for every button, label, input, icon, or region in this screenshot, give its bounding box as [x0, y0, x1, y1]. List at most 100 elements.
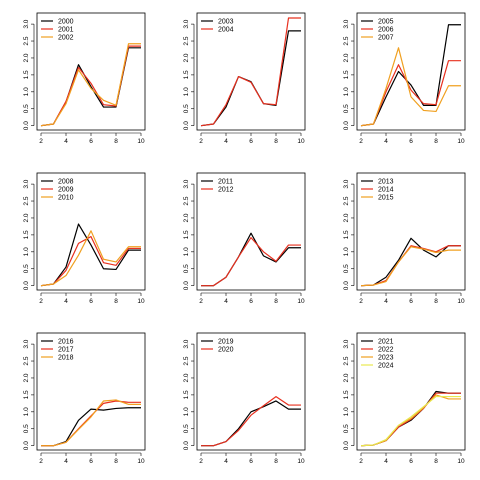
- x-tick-label: 10: [137, 458, 145, 465]
- legend-label-2020: 2020: [218, 346, 234, 353]
- x-axis: 2 4 6 8 10: [359, 452, 465, 465]
- y-tick-label: 0.0: [23, 281, 30, 290]
- y-tick-label: 1.0: [343, 87, 350, 96]
- x-axis: 2 4 6 8 10: [359, 132, 465, 145]
- y-tick-label: 0.5: [343, 104, 350, 113]
- x-tick-label: 2: [199, 298, 203, 305]
- y-tick-label: 2.5: [183, 36, 190, 45]
- y-tick-label: 0.5: [343, 264, 350, 273]
- x-axis: 2 4 6 8 10: [199, 132, 305, 145]
- legend-label-2021: 2021: [378, 338, 394, 345]
- plot-frame: [196, 172, 306, 291]
- y-tick-label: 0.5: [23, 104, 30, 113]
- legend-label-2009: 2009: [58, 186, 74, 193]
- y-axis: 0.0 0.5 1.0 1.5 2.0 2.5 3.0: [183, 19, 195, 130]
- x-tick-label: 10: [137, 138, 145, 145]
- x-tick-label: 2: [359, 138, 363, 145]
- y-tick-label: 1.5: [23, 230, 30, 239]
- x-tick-label: 8: [274, 458, 278, 465]
- y-tick-label: 0.0: [343, 441, 350, 450]
- y-tick-label: 1.5: [23, 70, 30, 79]
- y-tick-label: 0.0: [343, 281, 350, 290]
- x-tick-label: 2: [359, 458, 363, 465]
- plot-frame: [356, 332, 466, 451]
- y-tick-label: 1.0: [183, 407, 190, 416]
- legend-label-2019: 2019: [218, 338, 234, 345]
- legend-label-2004: 2004: [218, 26, 234, 33]
- y-tick-label: 2.0: [183, 53, 190, 62]
- series-line-2010: [40, 230, 141, 287]
- panel-9: 2 4 6 8 100.00.51.01.52.02.53.0 2021202220232…: [343, 332, 466, 465]
- legend-label-2000: 2000: [58, 18, 74, 25]
- y-tick-label: 1.5: [343, 70, 350, 79]
- y-tick-label: 1.0: [23, 87, 30, 96]
- x-tick-label: 6: [409, 458, 413, 465]
- y-tick-label: 2.0: [23, 53, 30, 62]
- y-tick-label: 0.0: [343, 121, 350, 130]
- series-line-2002: [40, 43, 141, 127]
- x-tick-label: 2: [39, 458, 43, 465]
- series-line-2011: [201, 232, 301, 287]
- y-tick-label: 0.5: [23, 424, 30, 433]
- y-axis: 0.0 0.5 1.0 1.5 2.0 2.5 3.0: [23, 19, 35, 130]
- y-tick-label: 0.0: [23, 121, 30, 130]
- x-tick-label: 2: [199, 138, 203, 145]
- series-line-2018: [41, 399, 141, 447]
- y-tick-label: 2.5: [343, 36, 350, 45]
- y-tick-label: 1.0: [183, 247, 190, 256]
- legend-label-2015: 2015: [378, 194, 394, 201]
- y-axis: 0.0 0.5 1.0 1.5 2.0 2.5 3.0: [343, 339, 355, 450]
- legend-label-2007: 2007: [378, 34, 394, 41]
- x-tick-label: 6: [89, 298, 93, 305]
- x-tick-label: 4: [384, 458, 388, 465]
- x-tick-label: 2: [39, 298, 43, 305]
- x-tick-label: 4: [224, 298, 228, 305]
- y-tick-label: 2.5: [183, 356, 190, 365]
- y-tick-label: 1.5: [23, 390, 30, 399]
- x-tick-label: 2: [199, 458, 203, 465]
- x-tick-label: 6: [409, 138, 413, 145]
- legend-label-2018: 2018: [58, 354, 74, 361]
- series-line-2024: [360, 395, 461, 447]
- x-tick-label: 8: [434, 298, 438, 305]
- legend-label-2022: 2022: [378, 346, 394, 353]
- legend-label-2003: 2003: [218, 18, 234, 25]
- x-axis: 2 4 6 8 10: [199, 292, 305, 305]
- y-tick-label: 1.5: [183, 70, 190, 79]
- x-axis: 2 4 6 8 10: [359, 292, 465, 305]
- x-tick-label: 6: [249, 458, 253, 465]
- x-axis: 2 4 6 8 10: [199, 452, 305, 465]
- y-tick-label: 3.0: [183, 19, 190, 28]
- y-tick-label: 2.0: [183, 213, 190, 222]
- y-axis: 0.0 0.5 1.0 1.5 2.0 2.5 3.0: [23, 179, 35, 290]
- y-tick-label: 3.0: [343, 19, 350, 28]
- y-tick-label: 2.0: [343, 213, 350, 222]
- y-tick-label: 1.0: [343, 407, 350, 416]
- y-tick-label: 1.5: [343, 390, 350, 399]
- x-tick-label: 10: [297, 138, 305, 145]
- series-line-2012: [201, 236, 301, 287]
- y-tick-label: 2.0: [183, 373, 190, 382]
- series-line-2005: [360, 24, 461, 127]
- y-tick-label: 2.5: [183, 196, 190, 205]
- y-tick-label: 3.0: [23, 339, 30, 348]
- plot-frame: [196, 332, 306, 451]
- series-line-2013: [360, 237, 461, 287]
- x-tick-label: 8: [434, 138, 438, 145]
- series-line-2016: [41, 407, 141, 447]
- x-tick-label: 4: [224, 458, 228, 465]
- y-tick-label: 0.5: [183, 264, 190, 273]
- x-tick-label: 8: [114, 298, 118, 305]
- x-tick-label: 10: [137, 298, 145, 305]
- series-line-2003: [200, 30, 301, 127]
- x-tick-label: 8: [114, 458, 118, 465]
- y-tick-label: 3.0: [343, 179, 350, 188]
- legend-label-2016: 2016: [58, 338, 74, 345]
